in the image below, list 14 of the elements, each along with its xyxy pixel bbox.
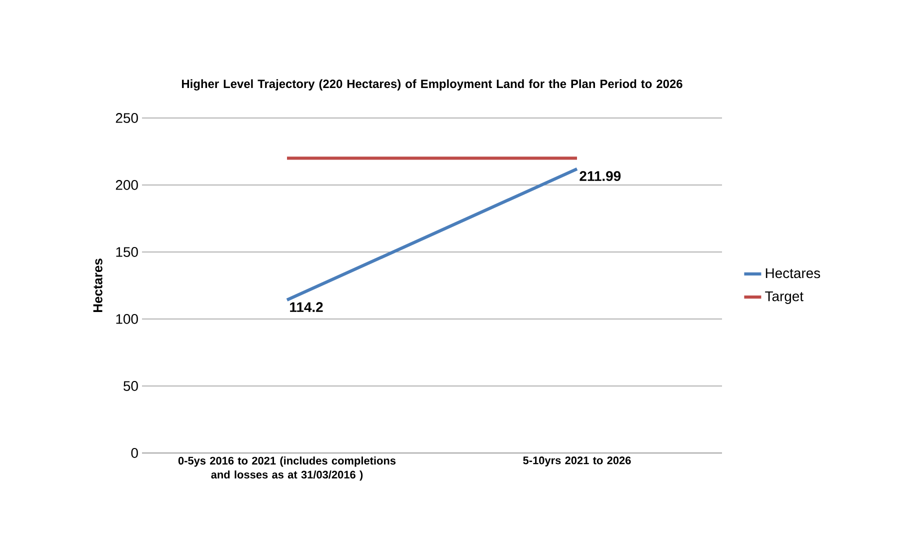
y-axis-title: Hectares [93,258,102,312]
legend-label: Hectares [766,268,820,278]
chart-title: Higher Level Trajectory (220 Hectares) of Employment Land for the Plan Period to 2026 [182,79,682,90]
data-label: 211.99 [580,171,621,182]
y-tick-label: 250 [116,113,138,123]
y-tick-label: 150 [116,247,138,257]
x-tick-label: 5-10yrs 2021 to 2026 [523,456,631,466]
legend-label: Target [765,291,804,304]
y-tick-label: 50 [124,381,138,391]
y-tick-label: 200 [116,180,138,190]
x-tick-label: 0-5ys 2016 to 2021 (includes completions and losses as at 31/03/2016 ) [178,456,396,481]
y-tick-label: 0 [131,448,138,458]
y-tick-label: 100 [116,314,138,324]
data-label: 114.2 [290,302,323,312]
